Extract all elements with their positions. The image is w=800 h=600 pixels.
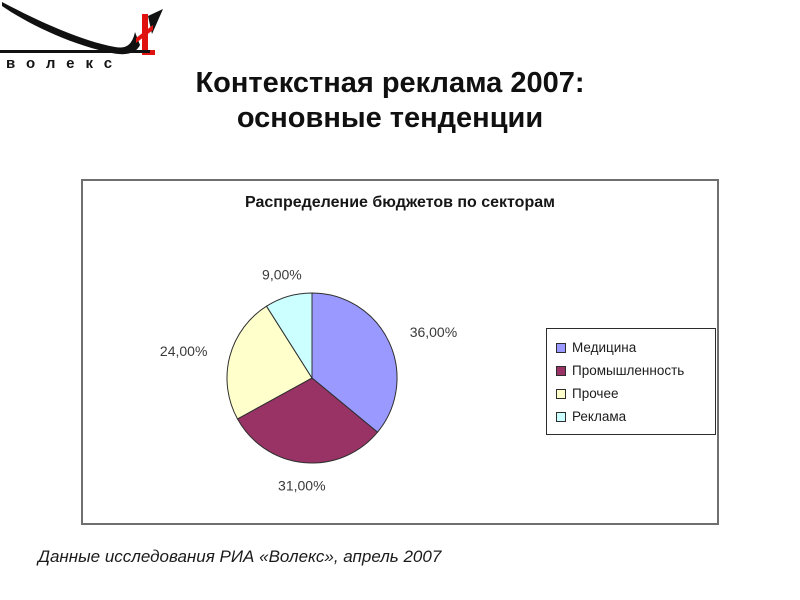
volex-logo: волекс [0, 0, 170, 80]
pie-label-3: 24,00% [160, 343, 207, 359]
pie-chart: 36,00% 31,00% 24,00% 9,00% [160, 266, 457, 494]
pie-slice-3 [226, 305, 313, 420]
pie-slice-2 [236, 377, 379, 464]
chart-title: Распределение бюджетов по секторам [245, 194, 555, 211]
legend-swatch-icon [556, 342, 566, 353]
legend-label: Реклама [572, 409, 627, 424]
legend-item: Медицина [556, 336, 707, 359]
logo-swoosh-icon [0, 2, 163, 55]
legend-label: Прочее [572, 386, 619, 401]
page-title: Контекстная реклама 2007: основные тенден… [0, 66, 780, 136]
pie-slice-4 [265, 292, 313, 380]
legend-swatch-icon [556, 411, 566, 422]
legend-swatch-icon [556, 365, 566, 376]
pie-label-1: 36,00% [410, 324, 457, 340]
chart-legend: Медицина Промышленность Прочее Реклама [546, 328, 716, 435]
pie-label-2: 31,00% [278, 478, 325, 494]
legend-label: Медицина [572, 340, 637, 355]
logo-underline [0, 50, 150, 53]
legend-item: Промышленность [556, 359, 707, 382]
legend-label: Промышленность [572, 363, 685, 378]
legend-item: Прочее [556, 382, 707, 405]
source-note: Данные исследования РИА «Волекс», апрель… [38, 547, 442, 566]
pie-slice-1 [311, 292, 398, 433]
page-title-line2: основные тенденции [236, 102, 544, 134]
chart-panel: Распределение бюджетов по секторам 36,00… [81, 179, 719, 525]
page-title-line1: Контекстная реклама 2007: [195, 67, 585, 99]
pie-label-4: 9,00% [262, 266, 302, 282]
logo-wordmark: волекс [6, 55, 124, 72]
legend-swatch-icon [556, 388, 566, 399]
legend-item: Реклама [556, 405, 707, 428]
